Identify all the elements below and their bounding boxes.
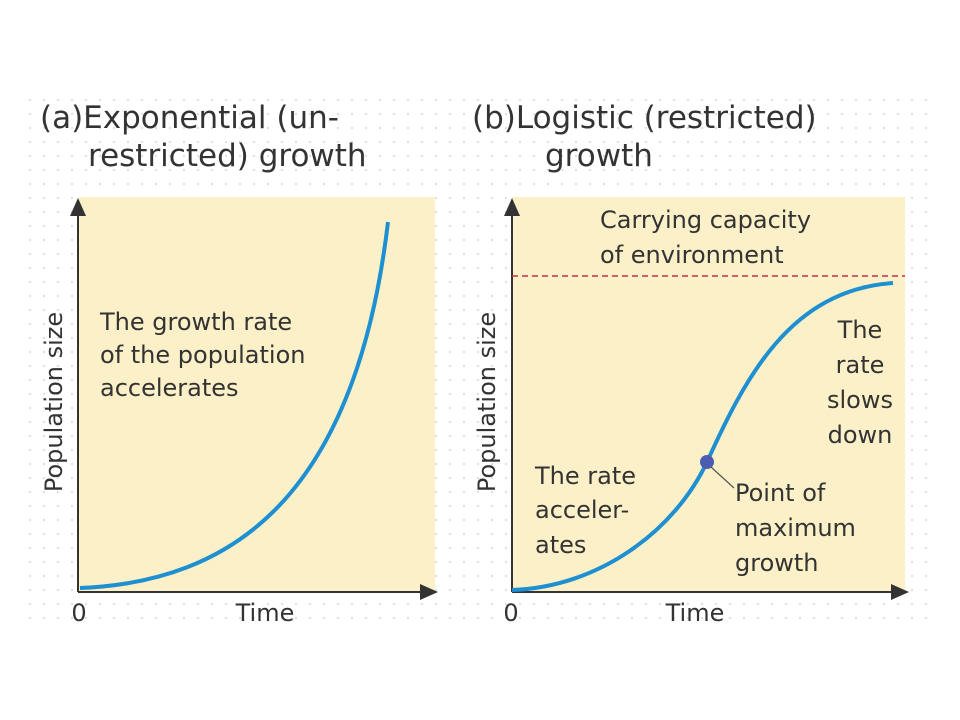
annotation: Carrying capacity bbox=[600, 206, 811, 234]
y-axis-label: Population size bbox=[473, 312, 501, 492]
plot-area bbox=[512, 197, 905, 592]
annotation: growth bbox=[735, 549, 819, 577]
x-axis-label: Time bbox=[665, 599, 725, 627]
annotation: The rate bbox=[534, 462, 636, 490]
origin-label: 0 bbox=[71, 599, 86, 627]
x-axis-label: Time bbox=[235, 599, 295, 627]
panel-title: restricted) growth bbox=[88, 138, 367, 174]
annotation: accelerates bbox=[100, 374, 239, 402]
pointer-line bbox=[710, 466, 735, 489]
annotation: The growth rate bbox=[99, 308, 292, 336]
annotation: rate bbox=[836, 351, 885, 379]
annotation: The bbox=[837, 316, 883, 344]
growth-curve bbox=[79, 221, 390, 590]
annotation: down bbox=[828, 421, 893, 449]
origin-label: 0 bbox=[503, 599, 518, 627]
annotation: maximum bbox=[735, 514, 856, 542]
annotation: ates bbox=[535, 531, 586, 559]
panel-title: (a)Exponential (un- bbox=[40, 100, 339, 136]
y-axis-label: Population size bbox=[40, 312, 68, 492]
inflection-point bbox=[700, 455, 714, 469]
annotation: slows bbox=[827, 386, 893, 414]
annotation: acceler- bbox=[535, 496, 629, 524]
panel-a: (a)Exponential (un- restricted) growth P… bbox=[40, 100, 438, 627]
annotation: of environment bbox=[600, 241, 784, 269]
annotation: Point of bbox=[735, 479, 826, 507]
panel-title: growth bbox=[545, 138, 653, 174]
panel-title: (b)Logistic (restricted) bbox=[472, 100, 817, 136]
panel-b: (b)Logistic (restricted) growth Populati… bbox=[472, 100, 909, 627]
annotation: of the population bbox=[100, 341, 306, 369]
